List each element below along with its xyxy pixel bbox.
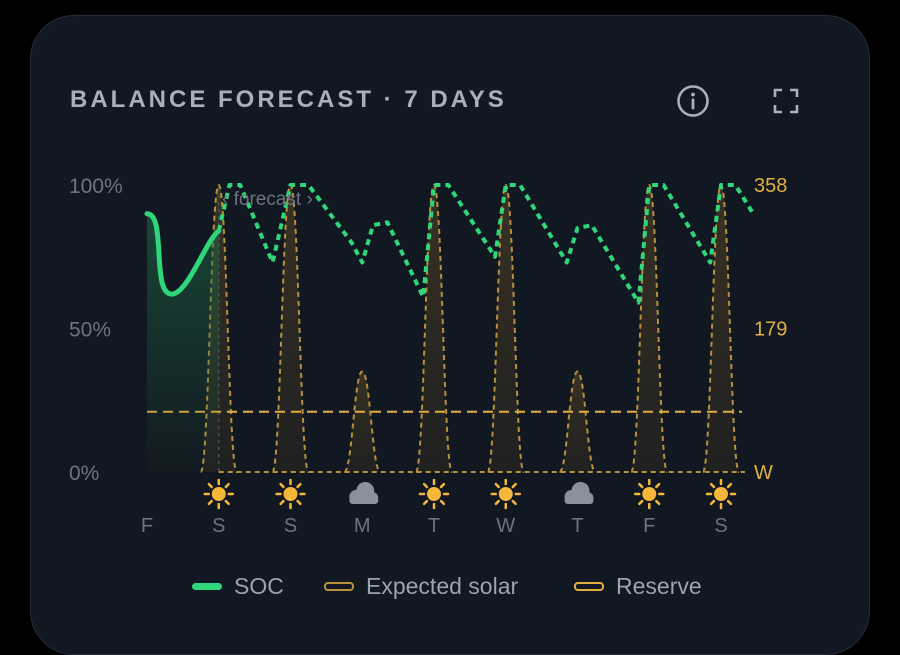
legend-soc-label: SOC [234,573,284,599]
right-axis-tick: 358 [754,175,787,197]
sun-ray [279,482,285,489]
sun-icon [418,478,450,510]
right-axis-tick: 179 [754,319,787,341]
sun-ray [494,482,500,489]
sun-core [714,487,728,501]
sun-ray [709,482,716,489]
cloud-base [564,497,594,504]
sun-ray [296,482,302,489]
day-label: S [284,515,297,537]
legend-reserve[interactable]: Reserve [574,573,702,600]
solar-curve [558,370,597,473]
sun-ray [655,482,661,489]
chart-legend: SOC Expected solar Reserve [0,573,900,603]
legend-solar-swatch [324,582,354,591]
sun-core [283,487,298,501]
sun-core [498,487,513,501]
sun-ray [296,499,302,506]
sun-ray [207,499,213,506]
sun-core [642,487,657,501]
sun-ray [726,482,733,489]
legend-solar[interactable]: Expected solar [324,573,518,600]
sun-ray [511,482,517,489]
right-axis-tick: W [754,462,773,484]
day-label: F [643,515,655,537]
sun-ray [207,482,213,489]
legend-solar-label: Expected solar [366,573,519,599]
sun-ray [511,499,517,506]
soc-forecast-line [216,183,755,305]
info-icon[interactable] [676,84,710,118]
solar-curve [199,183,238,473]
day-label: S [714,515,727,537]
cloud-icon [564,482,594,504]
sun-ray [439,499,446,506]
day-label: F [141,515,153,537]
sun-ray [494,499,500,506]
sun-core [211,487,226,501]
left-axis-tick: 100% [69,175,123,198]
solar-curve [343,370,382,473]
forecast-annotation: ‹ forecast › [222,189,313,210]
day-label: T [571,515,583,537]
solar-area [416,185,452,472]
sun-ray [422,499,429,506]
fullscreen-icon[interactable] [769,84,803,118]
day-label: T [428,515,440,537]
day-label: S [212,515,225,537]
soc-history-line [144,211,222,297]
sun-icon [634,478,665,510]
sun-ray [422,482,429,489]
sun-ray [224,499,230,506]
forecast-chart: ‹ forecast › 100% 50% 0% 358 179 W F S S M T W T F S [69,175,787,537]
card-title: BALANCE FORECAST · 7 DAYS [70,86,507,113]
solar-area [272,185,309,472]
legend-soc-swatch [192,583,222,590]
cloud-icon [349,482,379,504]
sun-icon [275,478,306,510]
legend-soc[interactable]: SOC [192,573,284,600]
legend-reserve-label: Reserve [616,573,702,599]
left-axis-tick: 50% [69,319,111,342]
legend-reserve-swatch [574,582,604,591]
sun-ray [655,499,661,506]
sun-ray [279,499,285,506]
cloud-base [349,497,379,504]
solar-area [344,371,381,472]
sun-icon [490,478,521,510]
solar-curve [630,183,669,473]
sun-ray [726,499,733,506]
left-axis-tick: 0% [69,462,99,485]
soc-history-area [147,213,219,472]
solar-curve [415,183,453,473]
sun-ray [439,482,446,489]
sun-ray [638,499,644,506]
day-label: W [496,515,515,537]
day-label: M [354,515,371,537]
solar-area [559,371,596,472]
sun-icon [203,478,234,510]
sun-ray [709,499,716,506]
sun-core [427,487,441,501]
solar-curve [486,183,525,473]
sun-icon [705,478,737,510]
solar-area [631,185,668,472]
solar-area [487,185,524,472]
solar-area [703,185,739,472]
sun-ray [224,482,230,489]
sun-ray [638,482,644,489]
